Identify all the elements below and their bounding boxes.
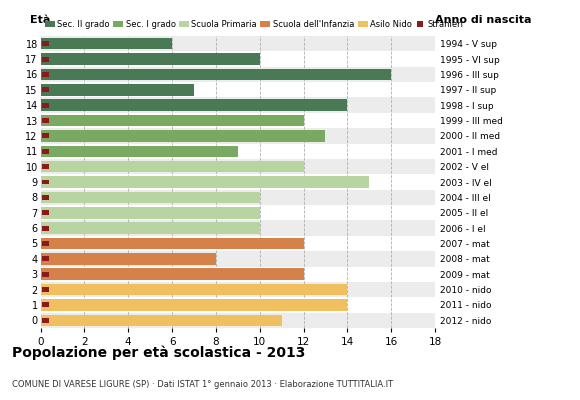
Bar [41,144,435,159]
Bar [42,118,49,123]
Bar [41,174,435,190]
Bar [41,159,435,174]
Bar [41,282,435,297]
Bar [41,115,303,126]
Bar [41,130,325,142]
Bar [41,266,435,282]
Bar [41,236,435,251]
Bar [41,268,303,280]
Bar [41,297,435,313]
Bar [41,82,435,98]
Bar [41,98,435,113]
Bar [42,195,49,200]
Bar [41,205,435,220]
Bar [42,41,49,46]
Bar [42,56,49,62]
Bar [41,313,435,328]
Bar [42,103,49,108]
Bar [41,222,260,234]
Bar [42,149,49,154]
Bar [42,164,49,169]
Bar [42,180,49,184]
Bar [42,210,49,215]
Bar [41,146,238,157]
Bar [41,38,172,50]
Bar [42,241,49,246]
Bar [41,36,435,51]
Bar [41,67,435,82]
Bar [42,272,49,277]
Bar [41,314,282,326]
Bar [41,192,260,203]
Bar [41,284,347,295]
Bar [42,302,49,308]
Bar [41,128,435,144]
Bar [41,299,347,311]
Bar [42,226,49,230]
Bar [41,99,347,111]
Bar [41,220,435,236]
Bar [41,238,303,249]
Bar [42,134,49,138]
Text: Anno di nascita: Anno di nascita [435,15,532,25]
Bar [41,207,260,218]
Bar [41,69,391,80]
Legend: Sec. II grado, Sec. I grado, Scuola Primaria, Scuola dell'Infanzia, Asilo Nido, : Sec. II grado, Sec. I grado, Scuola Prim… [45,20,464,29]
Bar [42,287,49,292]
Bar [42,256,49,261]
Text: Popolazione per età scolastica - 2013: Popolazione per età scolastica - 2013 [12,346,305,360]
Bar [41,251,435,266]
Bar [42,87,49,92]
Bar [41,253,216,265]
Bar [41,161,303,172]
Bar [42,318,49,323]
Bar [41,190,435,205]
Bar [41,53,260,65]
Bar [42,72,49,77]
Bar [41,51,435,67]
Bar [41,84,194,96]
Text: Età: Età [30,15,50,25]
Bar [41,113,435,128]
Text: COMUNE DI VARESE LIGURE (SP) · Dati ISTAT 1° gennaio 2013 · Elaborazione TUTTITA: COMUNE DI VARESE LIGURE (SP) · Dati ISTA… [12,380,393,389]
Bar [41,176,369,188]
